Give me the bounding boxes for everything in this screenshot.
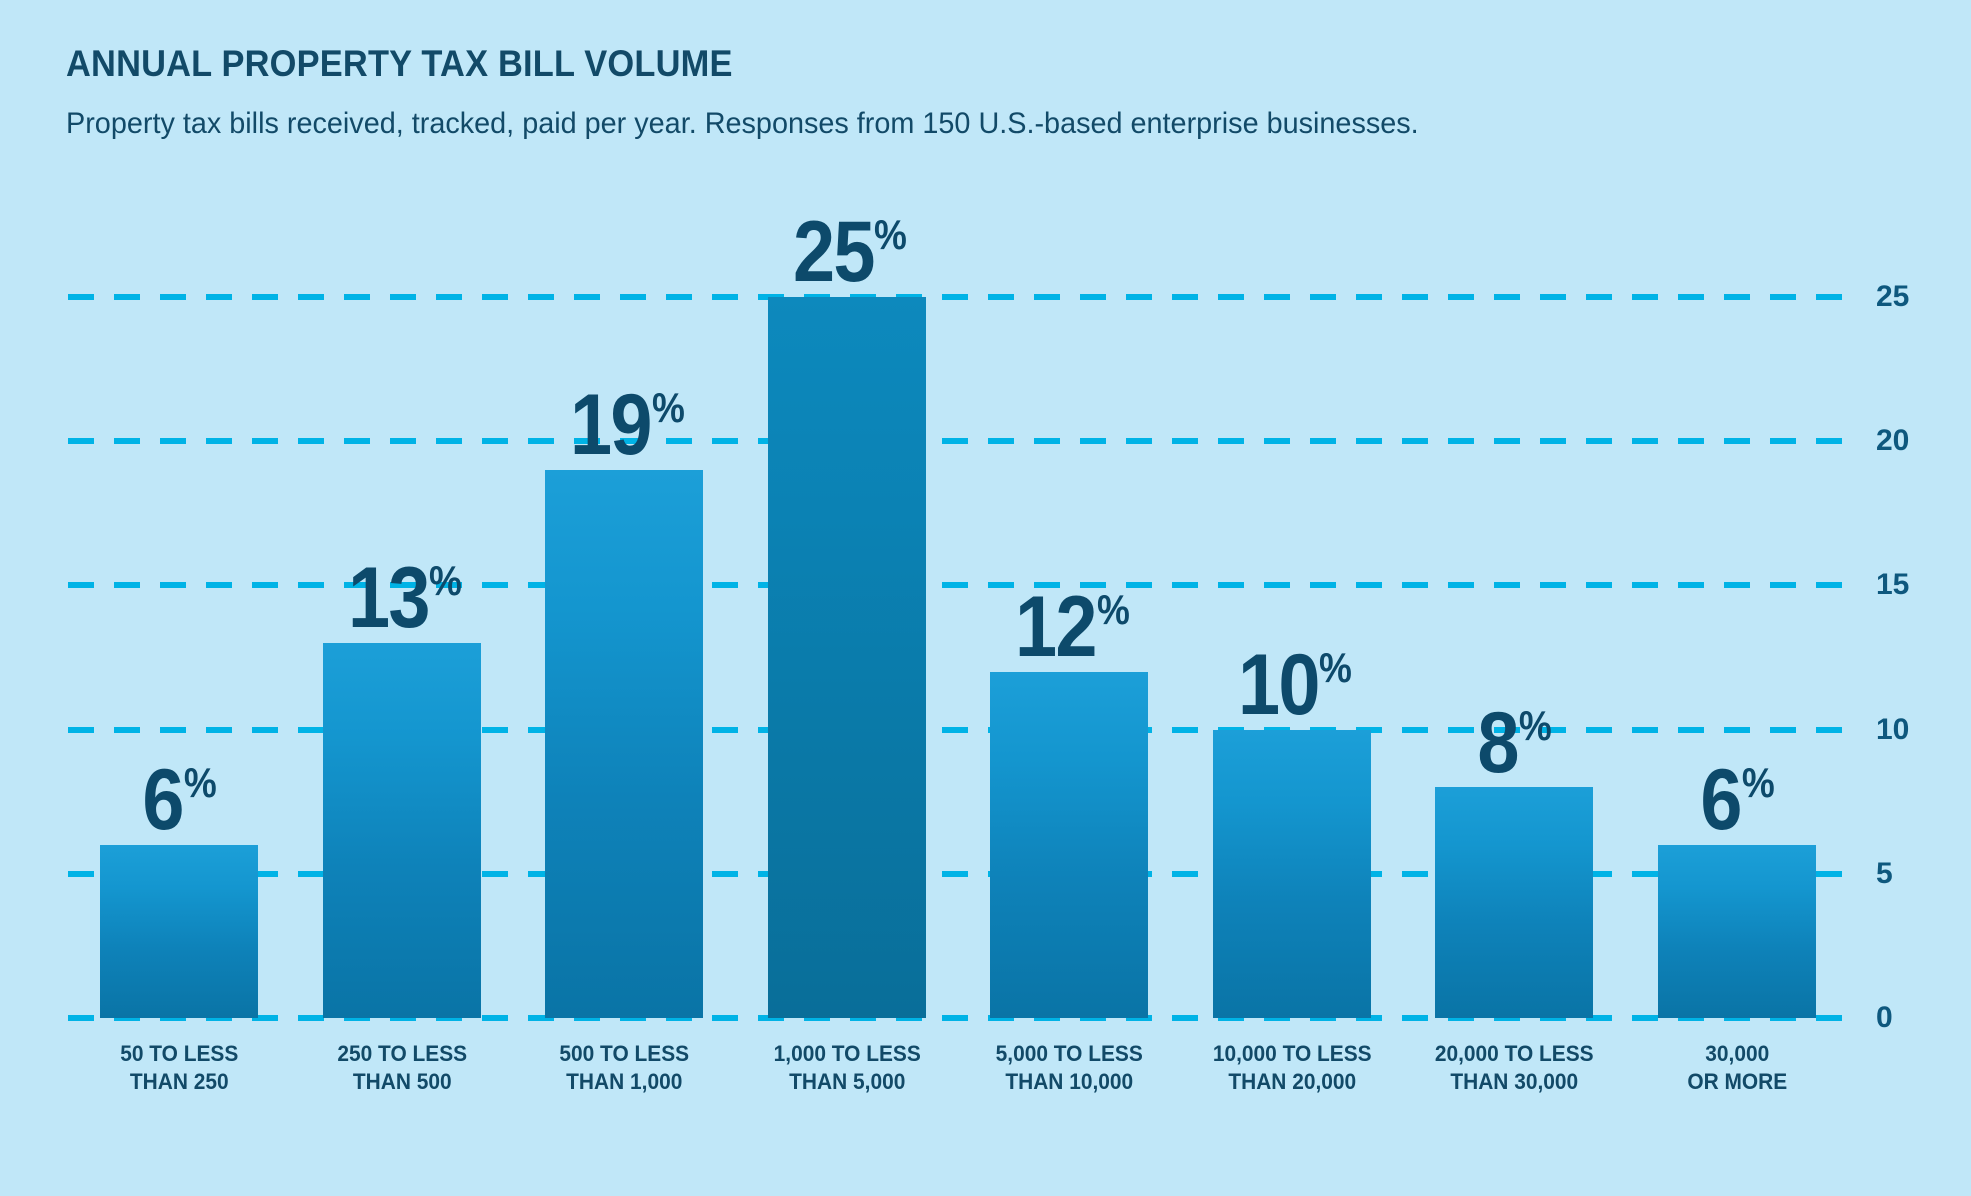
bar-value-number: 13 <box>347 550 430 647</box>
bar-value-label: 8% <box>1472 694 1556 791</box>
bar-value-number: 6 <box>142 752 185 849</box>
bar-value-label: 6% <box>1695 752 1779 849</box>
y-axis-tick-label: 15 <box>1876 568 1910 602</box>
page-title: ANNUAL PROPERTY TAX BILL VOLUME <box>66 43 733 84</box>
x-axis-category-label: 20,000 TO LESS THAN 30,000 <box>1409 1040 1620 1096</box>
bar-value-percent-sign: % <box>183 759 217 807</box>
bar-slot: 25% <box>736 210 959 1018</box>
bar-slot: 10% <box>1181 278 1404 1018</box>
y-axis-tick-label: 0 <box>1876 1001 1893 1034</box>
bar-slot: 6% <box>68 278 291 1018</box>
y-axis-tick-label: 5 <box>1876 856 1893 890</box>
bar-value-percent-sign: % <box>1319 643 1353 691</box>
x-axis-category-label: 10,000 TO LESS THAN 20,000 <box>1186 1040 1397 1096</box>
bar[interactable]: 6% <box>1657 757 1816 1018</box>
category-label-line1: 250 TO LESS <box>336 1041 467 1066</box>
bar-value-number: 12 <box>1015 579 1097 676</box>
x-axis-category-label: 1,000 TO LESS THAN 5,000 <box>741 1040 952 1096</box>
bar[interactable]: 8% <box>1435 700 1594 1018</box>
category-label-line2: OR MORE <box>1686 1069 1787 1095</box>
bar-value-label: 19% <box>559 377 689 474</box>
bar-value-percent-sign: % <box>429 557 463 605</box>
x-axis-category-label: 5,000 TO LESS THAN 10,000 <box>964 1040 1175 1096</box>
x-axis-category-label: 50 TO LESS THAN 250 <box>74 1040 285 1096</box>
bars-group: 6% 13% 19% 25% 12% 10% 8% 6% <box>68 0 1848 1196</box>
bar-slot: 6% <box>1626 278 1849 1018</box>
category-label-line2: THAN 250 <box>129 1069 229 1095</box>
bar-value-label: 6% <box>137 752 221 849</box>
category-label-line1: 30,000 <box>1704 1041 1769 1066</box>
category-label-line2: THAN 500 <box>352 1069 452 1095</box>
chart-subtitle: Property tax bills received, tracked, pa… <box>66 106 1419 140</box>
bar-value-label: 12% <box>1004 579 1134 676</box>
category-label-line1: 10,000 TO LESS <box>1212 1041 1372 1066</box>
bar-value-percent-sign: % <box>651 384 685 432</box>
chart-header: ANNUAL PROPERTY TAX BILL VOLUME Property… <box>66 43 1916 141</box>
bar-value-number: 19 <box>570 377 652 474</box>
bar-slot: 12% <box>958 278 1181 1018</box>
bar[interactable]: 10% <box>1212 642 1371 1018</box>
category-label-line2: THAN 5,000 <box>788 1069 905 1095</box>
category-label-line1: 1,000 TO LESS <box>773 1041 921 1066</box>
category-label-line2: THAN 1,000 <box>566 1069 683 1095</box>
y-axis-tick-label: 10 <box>1876 712 1910 746</box>
category-label-line2: THAN 30,000 <box>1450 1069 1579 1095</box>
category-label-line2: THAN 20,000 <box>1227 1069 1356 1095</box>
bar[interactable]: 13% <box>322 556 481 1018</box>
bar-value-number: 10 <box>1237 636 1320 733</box>
x-axis-category-label: 500 TO LESS THAN 1,000 <box>519 1040 730 1096</box>
category-label-line1: 20,000 TO LESS <box>1434 1041 1594 1066</box>
bar-value-percent-sign: % <box>1741 759 1775 807</box>
category-label-line1: 50 TO LESS <box>120 1041 239 1066</box>
bar-value-number: 6 <box>1700 752 1742 849</box>
bar-value-label: 10% <box>1227 636 1357 733</box>
category-label-line1: 500 TO LESS <box>559 1041 690 1066</box>
bar-value-percent-sign: % <box>1096 586 1130 634</box>
bar-slot: 13% <box>291 278 514 1018</box>
x-axis-category-label: 30,000 OR MORE <box>1631 1040 1842 1096</box>
bar-value-number: 8 <box>1477 694 1520 791</box>
category-label-line1: 5,000 TO LESS <box>995 1041 1143 1066</box>
bar-value-label: 25% <box>782 204 912 301</box>
bar-value-percent-sign: % <box>874 211 908 259</box>
category-label-line2: THAN 10,000 <box>1005 1069 1134 1095</box>
y-axis-tick-label: 20 <box>1876 424 1910 458</box>
bar[interactable]: 25% <box>767 210 926 1018</box>
x-axis-category-labels: 50 TO LESS THAN 250 250 TO LESS THAN 500 500… <box>68 1040 1848 1130</box>
bar-value-percent-sign: % <box>1518 701 1552 749</box>
bar[interactable]: 19% <box>545 383 704 1018</box>
bar[interactable]: 6% <box>100 757 259 1018</box>
bar-value-label: 13% <box>337 550 467 647</box>
bar-slot: 8% <box>1403 278 1626 1018</box>
y-axis-tick-label: 25 <box>1876 280 1910 313</box>
bar-value-number: 25 <box>792 204 875 301</box>
bar[interactable]: 12% <box>990 584 1149 1018</box>
x-axis-category-label: 250 TO LESS THAN 500 <box>296 1040 507 1096</box>
bar-slot: 19% <box>513 278 736 1018</box>
